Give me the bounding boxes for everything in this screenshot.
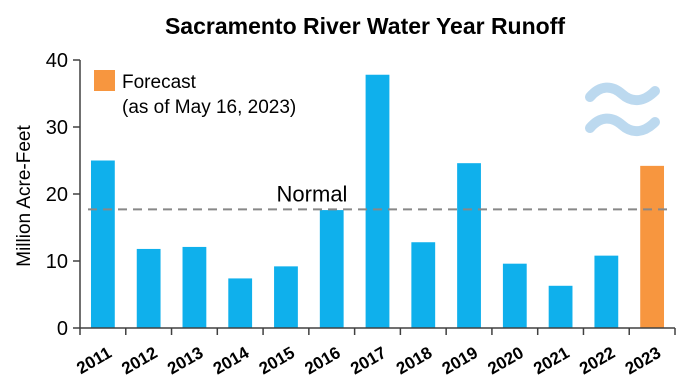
x-tick-label: 2013 (164, 343, 206, 378)
chart-title: Sacramento River Water Year Runoff (165, 13, 565, 39)
x-tick-label: 2017 (347, 343, 389, 378)
y-axis-label: Million Acre-Feet (14, 125, 35, 267)
x-tick-label: 2015 (256, 343, 298, 378)
y-axis: 0 10 20 30 40 (46, 50, 81, 340)
x-axis: 2011 2012 2013 2014 2015 2016 2017 2018 2019 2020… (73, 327, 676, 379)
legend: Forecast (as of May 16, 2023) (94, 70, 296, 118)
y-tick-label: 10 (46, 251, 68, 273)
bar-2019 (457, 163, 481, 328)
y-tick-label: 20 (46, 184, 68, 206)
bar-2016 (319, 210, 344, 328)
x-tick-label: 2020 (485, 343, 527, 378)
x-tick-label: 2011 (73, 343, 114, 378)
y-tick-label: 0 (57, 318, 68, 340)
bar-2011 (90, 160, 115, 328)
bar-2017 (365, 74, 390, 329)
bar-2022 (594, 255, 619, 328)
x-tick-label: 2021 (530, 343, 572, 378)
bar-2020 (502, 263, 527, 328)
x-tick-label: 2022 (576, 343, 618, 378)
x-tick-label: 2023 (622, 343, 664, 378)
bar-2015 (274, 266, 298, 328)
normal-label: Normal (277, 181, 348, 206)
y-tick-label: 40 (46, 50, 68, 72)
bar-2018 (411, 242, 436, 328)
x-tick-label: 2012 (118, 343, 160, 378)
bar-2014 (228, 278, 253, 328)
water-waves-icon (585, 82, 660, 136)
x-tick-label: 2018 (393, 343, 435, 378)
x-tick-label: 2019 (439, 343, 481, 378)
x-tick-label: 2014 (210, 343, 253, 379)
y-tick-label: 30 (46, 117, 68, 139)
bars (90, 74, 665, 329)
bar-2023 (640, 165, 665, 328)
normal-reference: Normal (88, 181, 673, 211)
x-tick-label: 2016 (301, 343, 343, 378)
legend-forecast-swatch (94, 70, 115, 91)
bar-2021 (548, 285, 573, 328)
legend-forecast-date: (as of May 16, 2023) (122, 97, 296, 118)
bar-2013 (182, 246, 207, 328)
legend-forecast-label: Forecast (122, 72, 197, 93)
bar-2012 (136, 248, 161, 328)
